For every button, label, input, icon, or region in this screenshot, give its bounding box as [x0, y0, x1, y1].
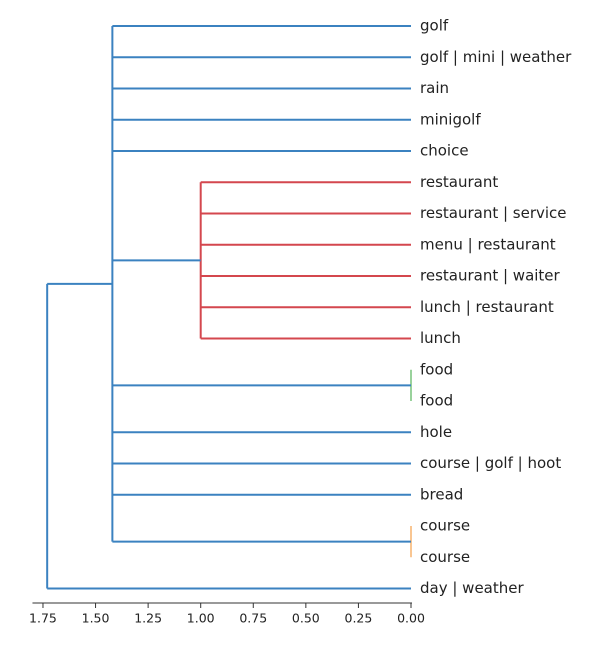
leaf-label: rain — [420, 79, 449, 97]
leaf-labels: golf golf | mini | weather rain minigolf cho… — [420, 17, 572, 598]
x-tick-label: 0.25 — [345, 611, 373, 626]
leaf-label: choice — [420, 142, 469, 160]
x-tick-label: 1.25 — [134, 611, 162, 626]
x-tick-label: 1.00 — [187, 611, 215, 626]
leaf-label: day | weather — [420, 579, 524, 597]
leaf-label: menu | restaurant — [420, 235, 556, 253]
x-tick-label: 1.75 — [29, 611, 57, 626]
leaf-label: golf | mini | weather — [420, 48, 572, 66]
x-tick-label: 0.50 — [292, 611, 320, 626]
leaf-label: course — [420, 548, 470, 566]
leaf-label: lunch | restaurant — [420, 298, 554, 316]
x-tick-label: 1.50 — [82, 611, 110, 626]
leaf-label: lunch — [420, 329, 461, 347]
dendrogram-links — [46, 25, 412, 590]
leaf-label: course | golf | hoot — [420, 454, 561, 472]
leaf-label: food — [420, 392, 453, 410]
leaf-label: food — [420, 360, 453, 378]
leaf-label: course — [420, 517, 470, 535]
x-tick-label: 0.00 — [397, 611, 425, 626]
leaf-label: restaurant — [420, 173, 498, 191]
leaf-label: hole — [420, 423, 452, 441]
leaf-label: restaurant | service — [420, 204, 567, 222]
leaf-label: bread — [420, 485, 463, 503]
x-axis: 1.75 1.50 1.25 1.00 0.75 0.50 0.25 0.00 — [29, 602, 425, 626]
leaf-label: golf — [420, 17, 449, 35]
x-tick-label: 0.75 — [239, 611, 267, 626]
leaf-label: restaurant | waiter — [420, 267, 561, 285]
leaf-label: minigolf — [420, 110, 481, 128]
